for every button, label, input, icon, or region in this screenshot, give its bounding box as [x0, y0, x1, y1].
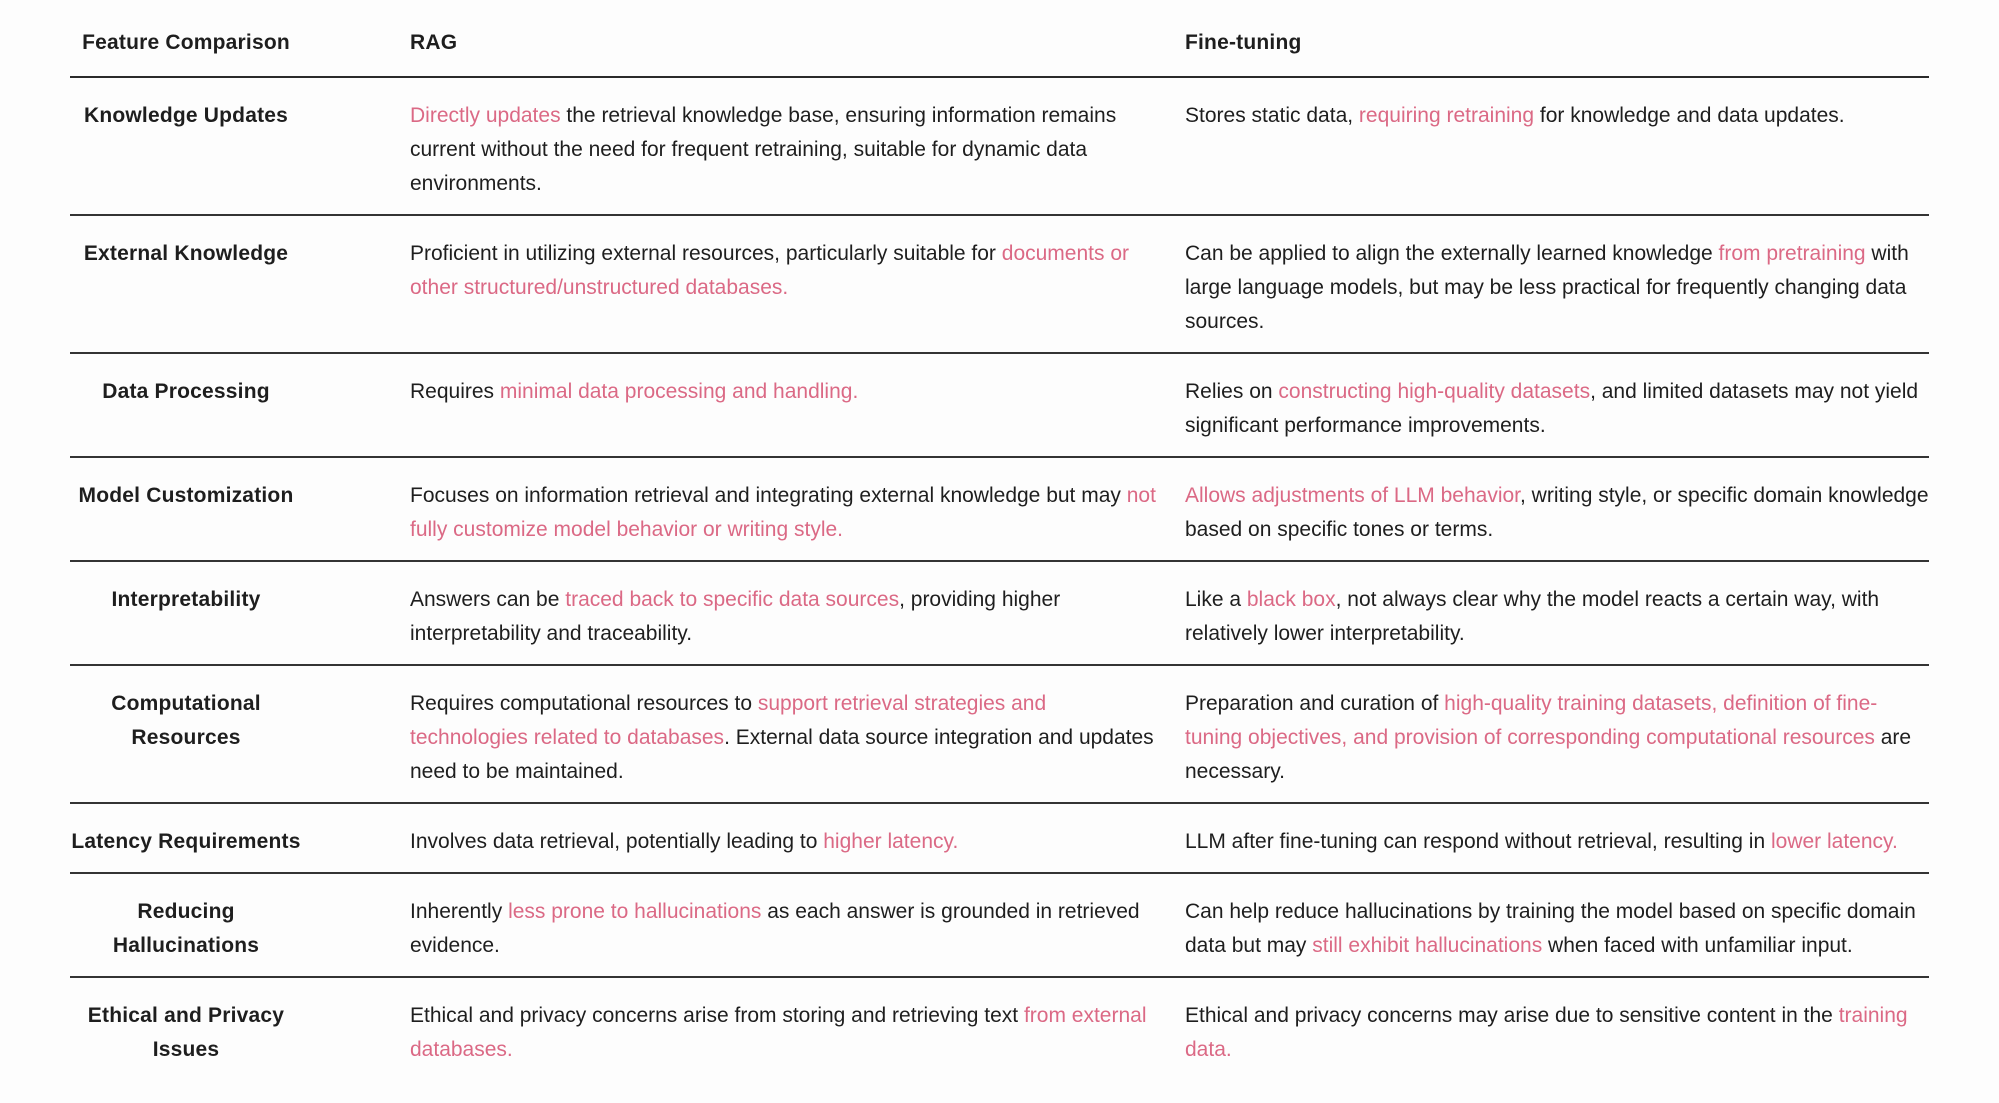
rag-cell: Focuses on information retrieval and int… [410, 479, 1162, 547]
fine-tuning-cell: Can help reduce hallucinations by traini… [1185, 895, 1929, 963]
feature-label: Latency Requirements [71, 830, 301, 853]
rag-cell: Answers can be traced back to specific d… [410, 583, 1162, 651]
table-row: Interpretability Answers can be traced ba… [70, 562, 1929, 666]
highlighted-text: minimal data processing and handling. [499, 380, 859, 403]
feature-label: Ethical and Privacy Issues [87, 1004, 285, 1061]
plain-text: , not always clear why the model reacts … [1185, 588, 1880, 645]
plain-text: , writing style, or specific domain know… [1185, 484, 1929, 541]
feature-label: External Knowledge [83, 242, 289, 265]
feature-label: Knowledge Updates [83, 104, 289, 127]
header-feature-comparison: Feature Comparison [82, 31, 290, 54]
table-row: Ethical and Privacy Issues Ethical and pr… [70, 978, 1929, 1080]
highlighted-text: Directly updates [410, 104, 561, 127]
fine-tuning-cell: Stores static data, requiring retraining… [1185, 99, 1929, 133]
plain-text: for knowledge and data updates. [1534, 104, 1845, 127]
header-rag: RAG [410, 31, 458, 54]
plain-text: Ethical and privacy concerns may arise d… [1185, 1004, 1839, 1027]
plain-text: as each answer is grounded in retrieved … [410, 900, 1140, 957]
rag-cell: Involves data retrieval, potentially lea… [410, 825, 1162, 859]
rag-cell: Proficient in utilizing external resourc… [410, 237, 1162, 305]
table-body: Knowledge Updates Directly updates the re… [70, 78, 1929, 1080]
plain-text: . External data source integration and u… [410, 726, 1154, 783]
rag-cell: Directly updates the retrieval knowledge… [410, 99, 1162, 201]
plain-text: Stores static data, [1185, 104, 1359, 127]
highlighted-text: support retrieval strategies and technol… [410, 692, 1047, 749]
highlighted-text: still exhibit hallucinations [1312, 934, 1543, 957]
plain-text: , and limited datasets may not yield sig… [1185, 380, 1919, 437]
plain-text: the retrieval knowledge base, ensuring i… [410, 104, 1117, 195]
highlighted-text: high-quality training datasets, definiti… [1185, 692, 1878, 749]
highlighted-text: requiring retraining [1358, 104, 1535, 127]
plain-text: Relies on [1185, 380, 1279, 403]
table-row: Computational Resources Requires computat… [70, 666, 1929, 804]
plain-text: when faced with unfamiliar input. [1542, 934, 1853, 957]
plain-text: Can help reduce hallucinations by traini… [1185, 900, 1916, 957]
plain-text: , providing higher interpretability and … [410, 588, 1061, 645]
feature-label: Data Processing [102, 380, 270, 403]
feature-label: Reducing Hallucinations [112, 900, 260, 957]
highlighted-text: from pretraining [1718, 242, 1866, 265]
fine-tuning-cell: LLM after fine-tuning can respond withou… [1185, 825, 1929, 859]
table-row: Model Customization Focuses on informatio… [70, 458, 1929, 562]
header-fine-tuning: Fine-tuning [1185, 31, 1302, 54]
rag-cell: Inherently less prone to hallucinations … [410, 895, 1162, 963]
fine-tuning-cell: Ethical and privacy concerns may arise d… [1185, 999, 1929, 1067]
highlighted-text: lower latency. [1770, 830, 1898, 853]
rag-cell: Requires computational resources to supp… [410, 687, 1162, 789]
highlighted-text: black box [1246, 588, 1336, 611]
feature-label: Model Customization [78, 484, 294, 507]
table-row: Knowledge Updates Directly updates the re… [70, 78, 1929, 216]
highlighted-text: Allows adjustments of LLM behavior [1185, 484, 1521, 507]
plain-text: Can be applied to align the externally l… [1185, 242, 1719, 265]
highlighted-text: training data. [1185, 1004, 1908, 1061]
plain-text: Ethical and privacy concerns arise from … [410, 1004, 1024, 1027]
highlighted-text: traced back to specific data sources [565, 588, 900, 611]
plain-text: Preparation and curation of [1185, 692, 1445, 715]
highlighted-text: less prone to hallucinations [508, 900, 762, 923]
highlighted-text: from external databases. [410, 1004, 1147, 1061]
feature-label: Interpretability [111, 588, 261, 611]
plain-text: LLM after fine-tuning can respond withou… [1185, 830, 1771, 853]
plain-text: Involves data retrieval, potentially lea… [410, 830, 824, 853]
feature-label: Computational Resources [111, 692, 261, 749]
fine-tuning-cell: Preparation and curation of high-quality… [1185, 687, 1929, 789]
fine-tuning-cell: Can be applied to align the externally l… [1185, 237, 1929, 339]
rag-cell: Ethical and privacy concerns arise from … [410, 999, 1162, 1067]
plain-text: Like a [1185, 588, 1247, 611]
rag-cell: Requires minimal data processing and han… [410, 375, 1162, 409]
fine-tuning-cell: Allows adjustments of LLM behavior, writ… [1185, 479, 1929, 547]
plain-text: Focuses on information retrieval and int… [410, 484, 1127, 507]
plain-text: Requires [410, 380, 500, 403]
plain-text: Proficient in utilizing external resourc… [410, 242, 1002, 265]
table-header-row: Feature Comparison RAG Fine-tuning [70, 0, 1929, 78]
feature-comparison-table: Feature Comparison RAG Fine-tuning Knowl… [70, 0, 1929, 1080]
table-row: Latency Requirements Involves data retrie… [70, 804, 1929, 874]
fine-tuning-cell: Relies on constructing high-quality data… [1185, 375, 1929, 443]
table-row: External Knowledge Proficient in utilizin… [70, 216, 1929, 354]
table-row: Reducing Hallucinations Inherently less p… [70, 874, 1929, 978]
highlighted-text: documents or other structured/unstructur… [410, 242, 1129, 299]
table-row: Data Processing Requires minimal data pro… [70, 354, 1929, 458]
highlighted-text: not fully customize model behavior or wr… [410, 484, 1156, 541]
highlighted-text: constructing high-quality datasets [1278, 380, 1591, 403]
fine-tuning-cell: Like a black box, not always clear why t… [1185, 583, 1929, 651]
plain-text: Requires computational resources to [410, 692, 758, 715]
plain-text: Answers can be [410, 588, 566, 611]
plain-text: are necessary. [1185, 726, 1912, 783]
plain-text: Inherently [410, 900, 509, 923]
highlighted-text: higher latency. [823, 830, 959, 853]
plain-text: with large language models, but may be l… [1185, 242, 1909, 333]
